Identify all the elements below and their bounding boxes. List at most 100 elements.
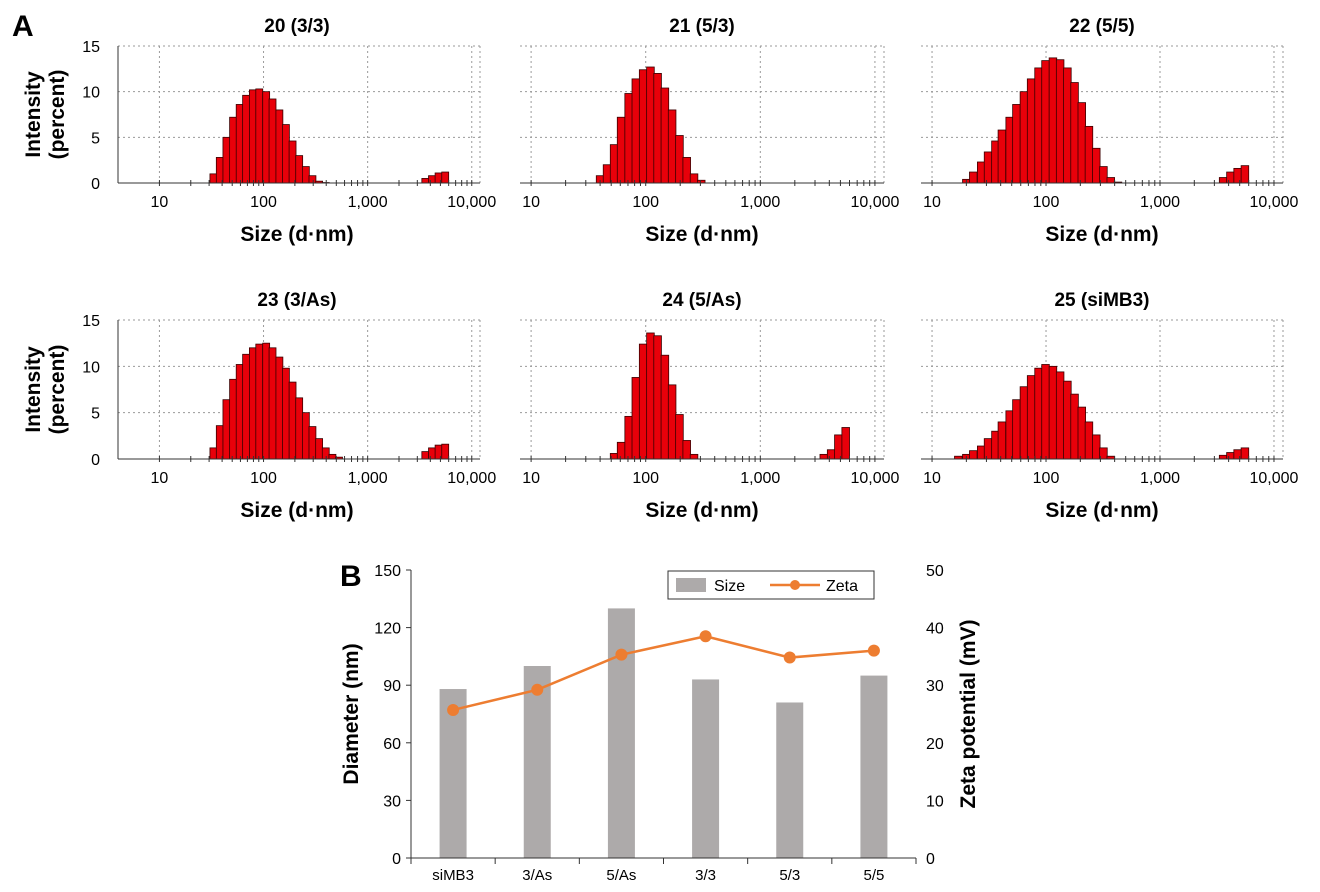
y2-tick-label: 10 xyxy=(926,793,944,810)
chart-title: 22 (5/5) xyxy=(1069,16,1134,37)
zeta-point xyxy=(615,648,628,661)
histogram-bar xyxy=(434,444,443,460)
panel-label-a: A xyxy=(12,10,34,43)
histogram-bar xyxy=(667,109,677,184)
x-tick-label: 5/3 xyxy=(779,867,800,884)
histogram-bar xyxy=(1233,167,1242,184)
y-tick-label: 10 xyxy=(82,359,100,376)
y-tick-label: 90 xyxy=(383,678,401,695)
x-tick-label: 1,000 xyxy=(740,470,780,487)
x-tick-label: 100 xyxy=(632,470,659,487)
histogram-bar xyxy=(1012,104,1021,184)
histogram-2: 10 100 1,000 10,000 21 (5/3) Size (d·nm) xyxy=(520,16,899,246)
x-tick-label: 5/As xyxy=(606,867,636,884)
legend-marker-zeta xyxy=(790,580,800,590)
y-tick-label: 0 xyxy=(91,176,100,193)
histogram-bar xyxy=(624,93,633,184)
chart-title: 25 (siMB3) xyxy=(1054,290,1149,311)
histogram-bar xyxy=(222,136,231,184)
size-bar xyxy=(860,675,888,858)
histogram-bar xyxy=(1226,171,1235,184)
histogram-bar xyxy=(1048,365,1058,460)
histogram-bar xyxy=(1218,454,1228,460)
histogram-bar xyxy=(282,124,290,184)
histogram-bar xyxy=(1012,399,1021,460)
histogram-bar xyxy=(209,447,218,460)
x-tick-label: 10,000 xyxy=(447,194,496,211)
y2-tick-label: 20 xyxy=(926,736,944,753)
histogram-bar xyxy=(841,427,850,460)
histogram-bar xyxy=(229,378,237,460)
panel-label-b: B xyxy=(340,560,362,593)
histogram-bar xyxy=(308,175,317,184)
histogram-bar xyxy=(969,171,978,184)
histogram-bar xyxy=(675,414,684,460)
y-tick-label: 60 xyxy=(383,736,401,753)
histogram-bar xyxy=(1026,78,1036,184)
histogram-bar xyxy=(301,412,310,460)
x-tick-label: 10,000 xyxy=(1250,194,1299,211)
y-tick-label: 15 xyxy=(82,313,100,330)
histogram-bar xyxy=(834,434,843,460)
x-tick-label: 10,000 xyxy=(1250,470,1299,487)
histogram-bar xyxy=(215,157,224,184)
x-tick-label: 100 xyxy=(632,194,659,211)
x-tick-label: 10,000 xyxy=(850,194,899,211)
x-tick-label: 100 xyxy=(250,194,277,211)
y-tick-label: 15 xyxy=(82,39,100,56)
x-tick-label: 1,000 xyxy=(1140,470,1180,487)
histogram-bar xyxy=(242,94,250,184)
x-tick-label: 1,000 xyxy=(1140,194,1180,211)
y-axis-label: Diameter (nm) xyxy=(340,643,363,784)
histogram-bar xyxy=(249,89,257,184)
x-axis-label: Size (d·nm) xyxy=(240,499,353,522)
zeta-point xyxy=(867,644,880,657)
histogram-bar xyxy=(1240,165,1250,184)
histogram-bar xyxy=(631,377,641,460)
x-tick-label: siMB3 xyxy=(432,867,474,884)
histogram-bar xyxy=(689,453,699,460)
histogram-bar xyxy=(301,166,310,184)
x-axis-label: Size (d·nm) xyxy=(1045,499,1158,522)
size-bar xyxy=(692,679,720,858)
histogram-bar xyxy=(1019,91,1029,184)
histogram-bar xyxy=(660,354,670,460)
histogram-bar xyxy=(1106,177,1115,184)
histogram-bar xyxy=(295,397,304,460)
legend-swatch-size xyxy=(676,578,706,592)
histogram-bar xyxy=(1055,371,1065,460)
histogram-bar xyxy=(631,78,641,184)
x-tick-label: 10 xyxy=(923,194,941,211)
histogram-bar xyxy=(638,343,648,460)
histogram-bar xyxy=(983,151,993,184)
histogram-bar xyxy=(1019,386,1029,460)
histogram-bar xyxy=(235,104,244,184)
y-axis-label: (percent) xyxy=(46,345,69,435)
histogram-bar xyxy=(282,367,290,460)
histogram-bar xyxy=(235,364,244,460)
histogram-bar xyxy=(288,381,297,460)
x-tick-label: 100 xyxy=(250,470,277,487)
x-axis-label: Size (d·nm) xyxy=(645,223,758,246)
histogram-bar xyxy=(646,332,655,460)
x-tick-label: 100 xyxy=(1033,470,1060,487)
histogram-bar xyxy=(682,157,691,184)
histogram-bar xyxy=(969,450,978,460)
histogram-bar xyxy=(441,443,450,460)
size-bar xyxy=(439,689,467,858)
histogram-3: 10 100 1,000 10,000 22 (5/5) Size (d·nm) xyxy=(921,16,1299,246)
x-tick-label: 1,000 xyxy=(348,470,388,487)
histogram-bar xyxy=(1063,67,1072,184)
x-tick-label: 5/5 xyxy=(863,867,884,884)
histogram-bar xyxy=(1218,177,1228,184)
histogram-bar xyxy=(209,173,218,184)
histogram-bar xyxy=(1070,82,1079,184)
y2-tick-label: 40 xyxy=(926,621,944,638)
histogram-bar xyxy=(255,88,264,184)
y-axis-label: Intensity xyxy=(22,71,45,158)
legend-label-size: Size xyxy=(714,578,745,595)
x-axis-label: Size (d·nm) xyxy=(240,223,353,246)
histogram-bar xyxy=(997,129,1007,184)
x-tick-label: 3/As xyxy=(522,867,552,884)
